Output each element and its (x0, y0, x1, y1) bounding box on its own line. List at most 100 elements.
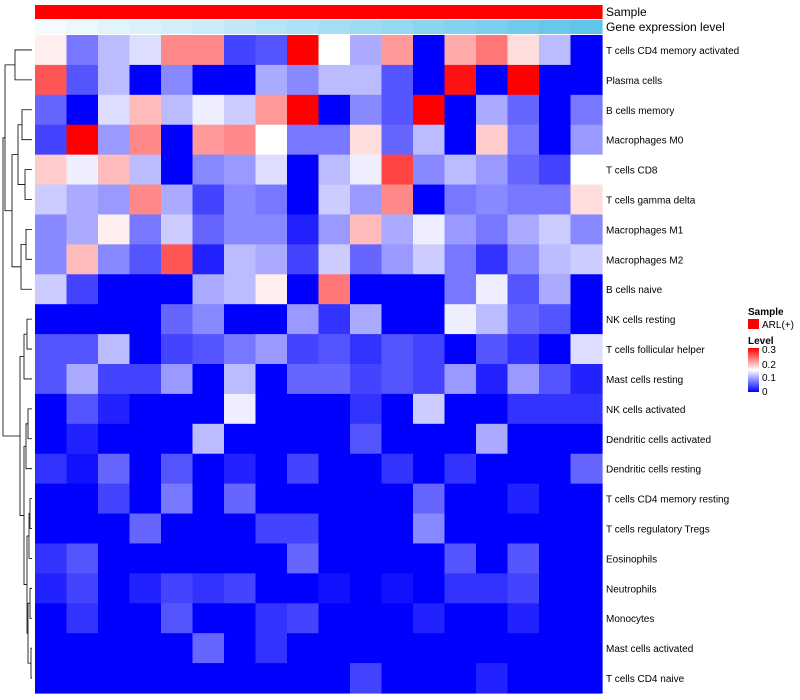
heatmap-cell (66, 453, 99, 485)
heatmap-cell (507, 274, 540, 305)
expression-track-cell (539, 20, 572, 34)
heatmap-cell (98, 304, 131, 335)
heatmap-cell (192, 633, 225, 664)
heatmap-cell (224, 423, 257, 455)
heatmap-cell (350, 423, 383, 455)
heatmap-cell (129, 35, 162, 66)
heatmap-cell (350, 124, 383, 156)
heatmap-cell (161, 154, 194, 186)
heatmap-cell (381, 274, 414, 305)
heatmap-cell (507, 663, 540, 694)
heatmap-cell (381, 573, 414, 604)
heatmap-cell (570, 543, 603, 574)
heatmap-cell (381, 64, 414, 96)
heatmap-cell (350, 513, 383, 545)
heatmap-cell (129, 124, 162, 156)
heatmap-cell (224, 334, 257, 365)
heatmap-cell (224, 393, 257, 425)
heatmap-cell (476, 513, 509, 545)
heatmap-cell (255, 663, 288, 694)
heatmap-cell (98, 543, 131, 574)
heatmap-cell (539, 124, 572, 156)
heatmap-cell (35, 274, 68, 305)
heatmap-cell (224, 483, 257, 515)
row-label: Eosinophils (606, 554, 657, 565)
expression-track-cell (98, 20, 131, 34)
heatmap-cell (66, 633, 99, 664)
row-label: Dendritic cells resting (606, 465, 701, 476)
heatmap-cell (66, 35, 99, 66)
heatmap-cell (224, 364, 257, 395)
dendrogram-branch (11, 154, 21, 268)
heatmap-cell (224, 214, 257, 245)
heatmap-cell (192, 244, 225, 275)
row-dendrogram (2, 49, 32, 679)
dendrogram-branch (29, 587, 32, 619)
heatmap-cell (129, 364, 162, 395)
heatmap-cell (444, 214, 477, 245)
heatmap-cell (476, 304, 509, 335)
expression-track-cell (381, 20, 414, 34)
heatmap-cell (287, 663, 320, 694)
heatmap-cell (35, 244, 68, 275)
heatmap-cell (539, 543, 572, 574)
heatmap-cell (539, 453, 572, 485)
heatmap-cell (192, 94, 225, 126)
heatmap-cell (129, 304, 162, 335)
heatmap-cell (539, 513, 572, 545)
heatmap-cell (161, 94, 194, 126)
heatmap-cell (507, 483, 540, 515)
heatmap-cell (255, 364, 288, 395)
heatmap-cell (66, 244, 99, 275)
heatmap-cell (507, 543, 540, 574)
heatmap-cell (287, 573, 320, 604)
heatmap-cell (66, 64, 99, 96)
heatmap-cell (66, 304, 99, 335)
dendrogram-branch (14, 49, 32, 81)
heatmap-cell (318, 244, 351, 275)
row-label: Macrophages M2 (606, 255, 684, 266)
sample-track-cell (98, 5, 131, 19)
heatmap-cell (318, 423, 351, 455)
heatmap-cell (381, 603, 414, 634)
heatmap-cell (570, 573, 603, 604)
heatmap-cell (98, 64, 131, 96)
heatmap-cell (287, 364, 320, 395)
heatmap-cell (539, 393, 572, 425)
row-label: T cells CD8 (606, 166, 658, 177)
heatmap-cell (350, 543, 383, 574)
legend-level-colorbar (748, 348, 759, 392)
sample-track-cell (66, 5, 99, 19)
heatmap-cell (381, 304, 414, 335)
sample-track-cell (476, 5, 509, 19)
heatmap-cell (129, 603, 162, 634)
sample-track-cell (35, 5, 68, 19)
heatmap-cell (66, 154, 99, 186)
heatmap-cell (35, 334, 68, 365)
dendrogram-branch (29, 498, 32, 529)
heatmap-cell (192, 184, 225, 216)
heatmap-cell (35, 633, 68, 664)
heatmap-cell (98, 633, 131, 664)
heatmap-cell (287, 154, 320, 186)
heatmap-cell (318, 633, 351, 664)
dendrogram-branch (27, 408, 32, 440)
expression-track-cell (318, 20, 351, 34)
heatmap-cell (98, 154, 131, 186)
heatmap-cell (161, 274, 194, 305)
heatmap-cell (287, 603, 320, 634)
heatmap-cell (476, 64, 509, 96)
sample-track-cell (350, 5, 383, 19)
heatmap-cell (66, 603, 99, 634)
heatmap-cell (98, 244, 131, 275)
heatmap-cell (161, 423, 194, 455)
row-label: Mast cells activated (606, 644, 693, 655)
heatmap-cell (255, 154, 288, 186)
heatmap-cell (381, 663, 414, 694)
heatmap-cell (129, 513, 162, 545)
heatmap-cell (539, 663, 572, 694)
heatmap-cell (161, 603, 194, 634)
heatmap-cell (98, 393, 131, 425)
heatmap-cell (476, 184, 509, 216)
heatmap-cell (413, 35, 446, 66)
